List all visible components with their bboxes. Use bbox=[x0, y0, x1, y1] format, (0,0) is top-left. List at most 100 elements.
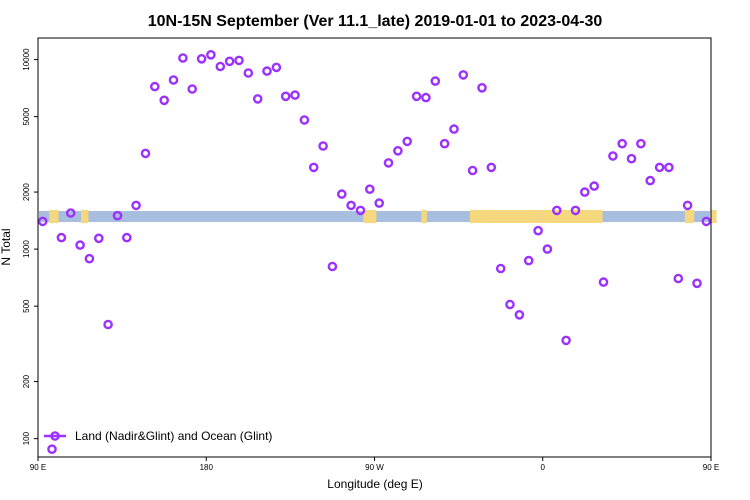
data-point bbox=[411, 91, 422, 102]
data-point bbox=[626, 153, 637, 164]
data-point bbox=[159, 95, 169, 106]
x-axis: 90 E 180 90 W 0 90 E bbox=[30, 457, 719, 472]
data-point bbox=[206, 50, 216, 60]
land-segment bbox=[363, 210, 377, 223]
data-point bbox=[131, 200, 141, 211]
data-point bbox=[589, 181, 600, 191]
data-point bbox=[598, 277, 609, 287]
data-point bbox=[458, 70, 469, 80]
data-point bbox=[701, 216, 712, 227]
data-point bbox=[514, 309, 525, 320]
y-axis-label: N Total bbox=[0, 228, 13, 265]
data-points bbox=[37, 50, 712, 455]
data-point bbox=[608, 151, 618, 161]
land-segment bbox=[421, 210, 427, 223]
land-segment bbox=[49, 210, 59, 223]
data-point bbox=[103, 319, 113, 330]
plot-background bbox=[39, 210, 717, 223]
land-segment bbox=[80, 210, 89, 223]
legend: Land (Nadir&Glint) and Ocean (Glint) bbox=[44, 429, 272, 443]
data-point bbox=[439, 138, 450, 149]
data-point bbox=[280, 91, 291, 102]
data-point bbox=[505, 299, 515, 310]
data-point bbox=[84, 253, 95, 264]
x-axis-label: Longitude (deg E) bbox=[327, 477, 422, 491]
data-point bbox=[495, 263, 506, 274]
y-tick-label: 200 bbox=[22, 374, 31, 388]
data-point bbox=[299, 115, 310, 125]
data-point bbox=[393, 145, 403, 156]
data-point bbox=[271, 62, 282, 73]
data-point bbox=[542, 244, 553, 254]
data-point bbox=[308, 162, 319, 173]
data-point bbox=[682, 200, 693, 211]
data-point bbox=[252, 94, 263, 104]
x-tick-label: 0 bbox=[541, 463, 546, 472]
data-point bbox=[262, 66, 272, 76]
y-tick-label: 100 bbox=[22, 431, 31, 445]
data-point bbox=[355, 205, 366, 216]
data-point bbox=[346, 200, 356, 211]
data-point bbox=[336, 189, 347, 199]
data-point bbox=[636, 138, 646, 149]
data-point bbox=[122, 232, 132, 243]
data-point bbox=[149, 81, 160, 92]
y-tick-label: 500 bbox=[22, 299, 31, 313]
data-point bbox=[654, 162, 665, 173]
data-point bbox=[65, 208, 76, 218]
data-point bbox=[645, 175, 656, 186]
data-point bbox=[449, 124, 459, 134]
data-point bbox=[477, 83, 487, 93]
data-point bbox=[224, 56, 235, 67]
data-point bbox=[486, 162, 497, 173]
data-point bbox=[327, 261, 338, 272]
data-point bbox=[318, 141, 328, 151]
land-segment bbox=[711, 210, 717, 223]
data-point bbox=[692, 278, 702, 289]
x-tick-label: 90 E bbox=[703, 463, 719, 472]
data-point bbox=[47, 444, 57, 455]
data-point bbox=[140, 148, 151, 159]
data-point bbox=[467, 165, 478, 176]
land-segment bbox=[469, 210, 543, 223]
data-point bbox=[56, 232, 67, 243]
y-tick-label: 1000 bbox=[22, 240, 31, 258]
legend-marker bbox=[50, 431, 60, 441]
legend-label: Land (Nadir&Glint) and Ocean (Glint) bbox=[75, 429, 272, 443]
y-tick-label: 5000 bbox=[22, 107, 31, 125]
data-point bbox=[430, 76, 441, 86]
data-point bbox=[374, 198, 385, 208]
data-point bbox=[178, 53, 188, 63]
land-segment bbox=[684, 210, 695, 223]
data-point bbox=[617, 138, 628, 149]
data-point bbox=[187, 84, 197, 94]
data-point bbox=[196, 54, 207, 64]
data-point bbox=[94, 233, 104, 244]
x-tick-label: 180 bbox=[200, 463, 214, 472]
data-point bbox=[580, 187, 590, 197]
y-tick-label: 10000 bbox=[22, 48, 31, 71]
y-tick-label: 2000 bbox=[22, 183, 31, 201]
x-tick-label: 90 E bbox=[30, 463, 46, 472]
data-point bbox=[112, 210, 123, 221]
data-point bbox=[552, 205, 562, 216]
data-point bbox=[37, 216, 48, 227]
data-point bbox=[402, 136, 413, 147]
plot-frame bbox=[37, 37, 712, 458]
data-point bbox=[421, 92, 431, 103]
data-point bbox=[664, 162, 674, 173]
data-point bbox=[234, 55, 244, 66]
data-point bbox=[364, 184, 375, 194]
data-point bbox=[383, 158, 394, 168]
data-point bbox=[243, 68, 254, 78]
chart-title: 10N-15N September (Ver 11.1_late) 2019-0… bbox=[148, 13, 603, 30]
data-point bbox=[570, 205, 581, 216]
data-point bbox=[533, 225, 543, 236]
y-axis: 100 200 500 1000 2000 5000 10000 bbox=[22, 48, 38, 445]
data-point bbox=[215, 61, 226, 72]
x-tick-label: 90 W bbox=[365, 463, 384, 472]
data-point bbox=[523, 255, 534, 266]
data-point bbox=[673, 273, 684, 284]
data-point bbox=[75, 240, 85, 250]
